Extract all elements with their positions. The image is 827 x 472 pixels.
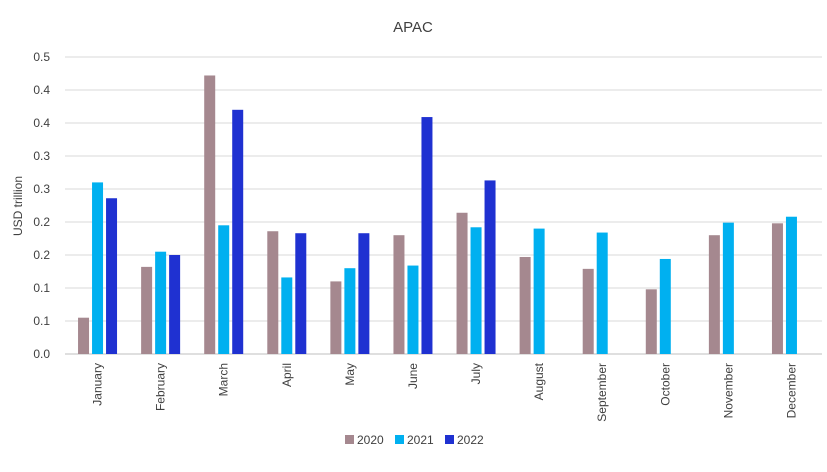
bar-2021-june <box>407 265 419 354</box>
bar-2022-may <box>358 233 370 354</box>
bar-2022-february <box>169 255 181 354</box>
bar-2020-december <box>771 223 783 354</box>
y-tick-label: 0.5 <box>33 50 50 64</box>
y-tick-label: 0.4 <box>33 83 50 97</box>
legend-swatch-2021 <box>395 435 404 444</box>
bar-2021-august <box>533 228 545 354</box>
legend-swatch-2020 <box>345 435 354 444</box>
x-tick-label: May <box>343 363 357 386</box>
x-axis-ticks: January February March April May June July Augu… <box>91 362 799 421</box>
x-tick-label: February <box>154 363 168 411</box>
bar-2020-march <box>204 75 216 354</box>
bar-2022-march <box>232 109 244 354</box>
x-tick-label: October <box>658 363 672 406</box>
y-axis-ticks: 0.0 0.1 0.1 0.2 0.2 0.3 0.3 0.4 0.4 0.5 <box>33 50 50 361</box>
gridlines <box>65 56 822 355</box>
bar-2022-january <box>106 198 118 354</box>
bar-2020-may <box>330 281 342 354</box>
y-tick-label: 0.1 <box>33 314 50 328</box>
bar-2021-march <box>218 225 230 354</box>
bar-2021-february <box>155 251 167 354</box>
x-tick-label: August <box>532 362 546 400</box>
bar-2020-july <box>456 212 468 354</box>
x-tick-label: June <box>406 363 420 389</box>
x-tick-label: December <box>784 363 798 418</box>
legend-label-2022: 2022 <box>457 433 484 447</box>
bar-2021-january <box>92 182 104 354</box>
bar-2022-april <box>295 233 307 354</box>
bar-2021-december <box>785 216 797 354</box>
legend: 2020 2021 2022 <box>345 433 484 447</box>
y-tick-label: 0.3 <box>33 182 50 196</box>
y-axis-title: USD trillion <box>11 176 25 236</box>
x-tick-label: January <box>91 363 105 406</box>
bar-2022-june <box>421 117 433 354</box>
legend-label-2021: 2021 <box>407 433 434 447</box>
bar-2021-october <box>659 258 671 354</box>
chart-title: APAC <box>393 19 433 36</box>
bar-2020-april <box>267 231 279 354</box>
bar-2020-january <box>78 317 90 354</box>
bar-2022-july <box>484 180 496 354</box>
bar-2020-august <box>519 256 531 354</box>
y-tick-label: 0.0 <box>33 347 50 361</box>
bar-2021-september <box>596 232 608 354</box>
bar-2021-july <box>470 227 482 354</box>
bar-2020-february <box>141 266 153 354</box>
legend-swatch-2022 <box>445 435 454 444</box>
bar-2021-november <box>722 222 734 354</box>
bars <box>78 75 797 354</box>
y-tick-label: 0.4 <box>33 116 50 130</box>
x-tick-label: November <box>721 363 735 418</box>
y-tick-label: 0.2 <box>33 215 50 229</box>
bar-2020-october <box>645 289 657 354</box>
y-tick-label: 0.1 <box>33 281 50 295</box>
bar-2021-may <box>344 268 356 354</box>
bar-2020-november <box>708 235 720 354</box>
y-tick-label: 0.2 <box>33 248 50 262</box>
bar-2020-september <box>582 268 594 354</box>
legend-label-2020: 2020 <box>357 433 384 447</box>
x-tick-label: March <box>217 363 231 396</box>
x-tick-label: July <box>469 363 483 384</box>
bar-2020-june <box>393 235 405 354</box>
x-tick-label: April <box>280 363 294 387</box>
x-tick-label: September <box>595 363 609 422</box>
bar-2021-april <box>281 277 293 354</box>
y-tick-label: 0.3 <box>33 149 50 163</box>
